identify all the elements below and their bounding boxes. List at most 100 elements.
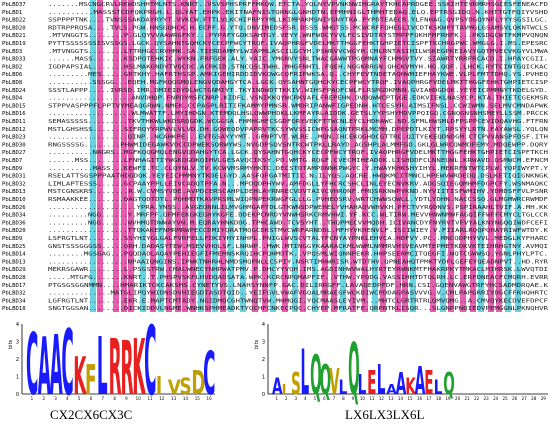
identity-highlight — [488, 304, 494, 312]
similarity-highlight — [478, 163, 484, 172]
similarity-highlight — [228, 273, 234, 281]
right-logo-letter: L — [301, 336, 310, 409]
identity-highlight — [300, 31, 306, 39]
identity-highlight — [380, 46, 386, 55]
identity-highlight — [350, 257, 356, 266]
identity-highlight — [395, 171, 401, 180]
identity-highlight — [448, 54, 454, 63]
identity-highlight — [262, 273, 268, 281]
identity-highlight — [262, 179, 268, 188]
identity-highlight — [402, 163, 408, 172]
identity-highlight — [460, 163, 466, 172]
sequence-name: PbLBD14 — [2, 252, 26, 258]
similarity-highlight — [90, 148, 96, 156]
identity-highlight — [252, 304, 258, 312]
identity-highlight — [460, 101, 466, 110]
identity-highlight — [113, 140, 119, 149]
identity-highlight — [402, 257, 408, 266]
similarity-highlight — [292, 296, 298, 305]
identity-highlight — [150, 78, 156, 86]
identity-highlight — [448, 148, 454, 156]
similarity-highlight — [270, 78, 276, 86]
sequence-name: PbLBD31 — [2, 174, 26, 180]
identity-highlight — [113, 85, 119, 94]
identity-highlight — [322, 156, 328, 164]
identity-highlight — [402, 218, 408, 227]
identity-highlight — [322, 101, 328, 110]
identity-highlight — [182, 265, 188, 273]
similarity-highlight — [515, 39, 521, 47]
similarity-highlight — [505, 195, 511, 203]
identity-highlight — [350, 62, 356, 71]
identity-highlight — [150, 62, 156, 71]
identity-highlight — [220, 257, 226, 266]
similarity-highlight — [90, 171, 96, 180]
identity-highlight — [262, 78, 268, 86]
sequence-residues: RNGSSSSG........PHWMIDEGAWKVDCCDPWEKSQRW… — [48, 142, 549, 148]
similarity-highlight — [198, 171, 204, 180]
identity-highlight — [322, 46, 328, 55]
similarity-highlight — [140, 109, 146, 117]
identity-highlight — [128, 54, 134, 63]
left-logo-letter: D — [191, 365, 205, 403]
right-x-tick: 29 — [541, 396, 547, 401]
similarity-highlight — [140, 202, 146, 211]
identity-highlight — [430, 93, 436, 102]
identity-highlight — [205, 265, 211, 273]
identity-highlight — [488, 273, 494, 281]
identity-highlight — [322, 62, 328, 71]
identity-highlight — [190, 132, 196, 141]
identity-highlight — [448, 124, 454, 133]
similarity-highlight — [240, 31, 246, 39]
left-logo-letter: K — [132, 325, 146, 413]
identity-highlight — [395, 148, 401, 156]
similarity-highlight — [228, 163, 234, 172]
identity-highlight — [488, 195, 494, 203]
identity-highlight — [113, 179, 119, 188]
similarity-highlight — [270, 156, 276, 164]
similarity-highlight — [440, 109, 446, 117]
identity-highlight — [113, 132, 119, 141]
identity-highlight — [220, 117, 226, 125]
identity-highlight — [470, 39, 476, 47]
identity-highlight — [97, 163, 103, 172]
identity-highlight — [121, 46, 127, 55]
identity-highlight — [166, 296, 172, 305]
similarity-highlight — [312, 195, 318, 203]
sequence-residues: SNGTGGSAN........DICKIDDVLNGME.WNHKSPHME… — [48, 306, 549, 312]
identity-highlight — [470, 288, 476, 297]
similarity-highlight — [198, 265, 204, 273]
identity-highlight — [252, 195, 258, 203]
similarity-highlight — [410, 163, 416, 172]
similarity-highlight — [340, 304, 346, 312]
identity-highlight — [190, 249, 196, 258]
identity-highlight — [262, 218, 268, 227]
identity-highlight — [496, 179, 502, 188]
identity-highlight — [448, 202, 454, 211]
identity-highlight — [488, 171, 494, 180]
similarity-highlight — [515, 124, 521, 133]
identity-highlight — [150, 93, 156, 102]
identity-highlight — [121, 31, 127, 39]
identity-highlight — [470, 179, 476, 188]
identity-highlight — [496, 187, 502, 195]
identity-highlight — [380, 31, 386, 39]
similarity-highlight — [292, 257, 298, 266]
identity-highlight — [380, 163, 386, 172]
identity-highlight — [402, 54, 408, 63]
identity-highlight — [128, 124, 134, 133]
similarity-highlight — [292, 78, 298, 86]
identity-highlight — [470, 7, 476, 16]
identity-highlight — [220, 210, 226, 219]
similarity-highlight — [240, 23, 246, 32]
right-x-tick: 8 — [342, 396, 345, 401]
similarity-highlight — [158, 179, 164, 188]
similarity-highlight — [340, 273, 346, 281]
identity-highlight — [300, 54, 306, 63]
similarity-highlight — [228, 218, 234, 227]
identity-highlight — [300, 163, 306, 172]
identity-highlight — [395, 62, 401, 71]
left-y-tick: 3 — [16, 340, 19, 346]
right-y-tick: 3 — [262, 340, 265, 346]
similarity-highlight — [340, 156, 346, 164]
